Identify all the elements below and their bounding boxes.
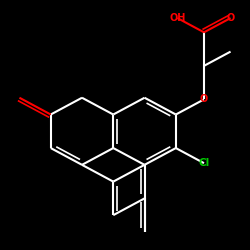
Text: OH: OH	[169, 13, 186, 23]
Text: O: O	[200, 94, 208, 104]
Text: O: O	[226, 13, 235, 23]
Text: Cl: Cl	[198, 158, 209, 168]
